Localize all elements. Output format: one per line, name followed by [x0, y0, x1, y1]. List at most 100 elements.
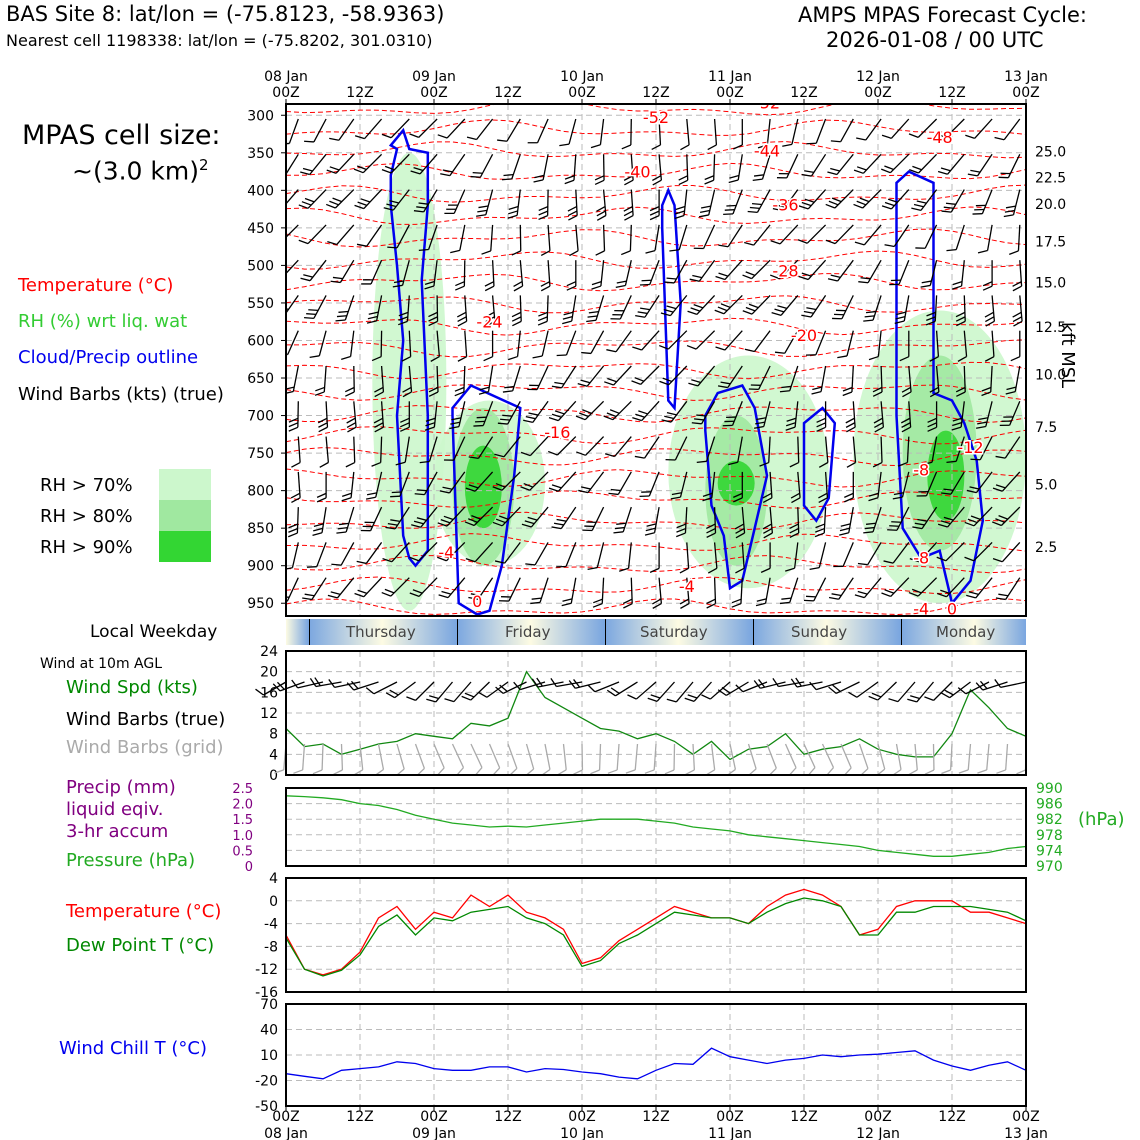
y-tick-label: 8 [269, 727, 278, 743]
barb-feather [958, 769, 969, 774]
pressure-tick-label: 500 [247, 258, 274, 274]
wind-barb [419, 436, 438, 464]
barb-staff [852, 436, 857, 463]
barb-feather [534, 174, 545, 179]
wind-barb [801, 295, 827, 318]
wind-barb [952, 260, 965, 290]
wind-barb [473, 401, 494, 427]
barb-feather [853, 169, 864, 174]
wind-barb [354, 189, 383, 210]
barb-feather [335, 319, 346, 322]
barb-feather [413, 210, 424, 213]
barb-feather [771, 311, 782, 316]
wind-barb [360, 506, 383, 532]
wind-barb [354, 577, 383, 598]
wind-barb [806, 118, 827, 145]
barb-feather [846, 426, 856, 433]
barb-staff [924, 224, 938, 249]
legend-cloud: Cloud/Precip outline [18, 347, 199, 368]
barb-feather [831, 593, 842, 597]
barb-feather [440, 518, 451, 524]
barb-feather [312, 769, 323, 775]
barb-feather [955, 316, 966, 322]
wind-barb [686, 330, 716, 350]
barb-feather [735, 567, 745, 574]
barb-feather [720, 381, 731, 385]
barb-feather [815, 523, 825, 529]
wind-barb [288, 507, 299, 538]
barb-staff [949, 743, 953, 770]
barb-feather [884, 165, 894, 171]
barb-feather [613, 531, 624, 534]
barb-feather [999, 424, 1010, 427]
wind-barb [797, 224, 827, 244]
barb-staff [840, 743, 852, 769]
barb-feather [511, 311, 522, 318]
barb-staff [428, 224, 438, 250]
wind-barb [345, 436, 356, 468]
barb-feather [757, 144, 768, 149]
wind-barb [881, 118, 910, 139]
barb-feather [941, 492, 951, 495]
barb-feather [842, 391, 853, 397]
barb-feather [918, 491, 929, 493]
barb-feather [449, 425, 460, 430]
wind-barb [494, 436, 521, 458]
barb-feather [443, 515, 454, 521]
barb-feather [845, 422, 856, 428]
barb-feather [744, 241, 754, 246]
barb-feather [527, 142, 538, 144]
wind-barb [622, 577, 633, 609]
barb-feather [428, 320, 438, 327]
barb-staff [286, 189, 299, 210]
pressure-tick-label: 450 [247, 221, 274, 237]
barb-feather [271, 273, 280, 282]
barb-staff [674, 436, 688, 461]
barb-feather [439, 490, 450, 494]
wind-barb [858, 259, 882, 284]
barb-feather [495, 686, 504, 694]
barb-staff [525, 743, 535, 770]
barb-feather [791, 497, 801, 504]
wind-barb [827, 153, 854, 176]
barb-feather [345, 461, 355, 468]
wind-barb [718, 224, 743, 248]
barb-feather [504, 385, 515, 389]
barb-feather [587, 566, 598, 570]
wind-barb [894, 295, 910, 325]
precip-liquid-label: liquid eqiv. [66, 799, 164, 820]
barb-feather [696, 414, 707, 417]
barb-feather [895, 315, 906, 320]
wind-barb [873, 401, 885, 433]
barb-staff [821, 743, 835, 768]
wind-barb [915, 224, 938, 249]
barb-feather [411, 524, 421, 528]
bottom-time-label: 00Z [716, 1109, 743, 1125]
barb-feather [331, 563, 342, 566]
barb-feather [615, 284, 626, 289]
wind-barb-grid [892, 743, 902, 776]
barb-feather [645, 527, 656, 532]
barb-feather [374, 386, 384, 393]
barb-feather [531, 597, 542, 600]
barb-feather [566, 285, 577, 291]
legend-rh: RH (%) wrt liq. wat [18, 311, 188, 332]
barb-feather [690, 307, 701, 312]
barb-feather [777, 305, 788, 310]
barb-feather [868, 492, 879, 497]
barb-feather [974, 208, 985, 211]
wind-barb [853, 153, 882, 174]
barb-feather [747, 210, 758, 213]
wind-barb [798, 189, 827, 210]
barb-feather [554, 381, 565, 385]
wind-barb [854, 577, 882, 599]
barb-feather [455, 281, 465, 287]
barb-staff [858, 743, 869, 769]
wind-barb [678, 154, 689, 186]
barb-feather [634, 455, 645, 459]
barb-feather [742, 274, 752, 280]
barb-feather [410, 170, 421, 175]
wind-barb [659, 365, 688, 386]
rh-80-swatch [159, 500, 211, 531]
barb-feather [723, 213, 734, 216]
